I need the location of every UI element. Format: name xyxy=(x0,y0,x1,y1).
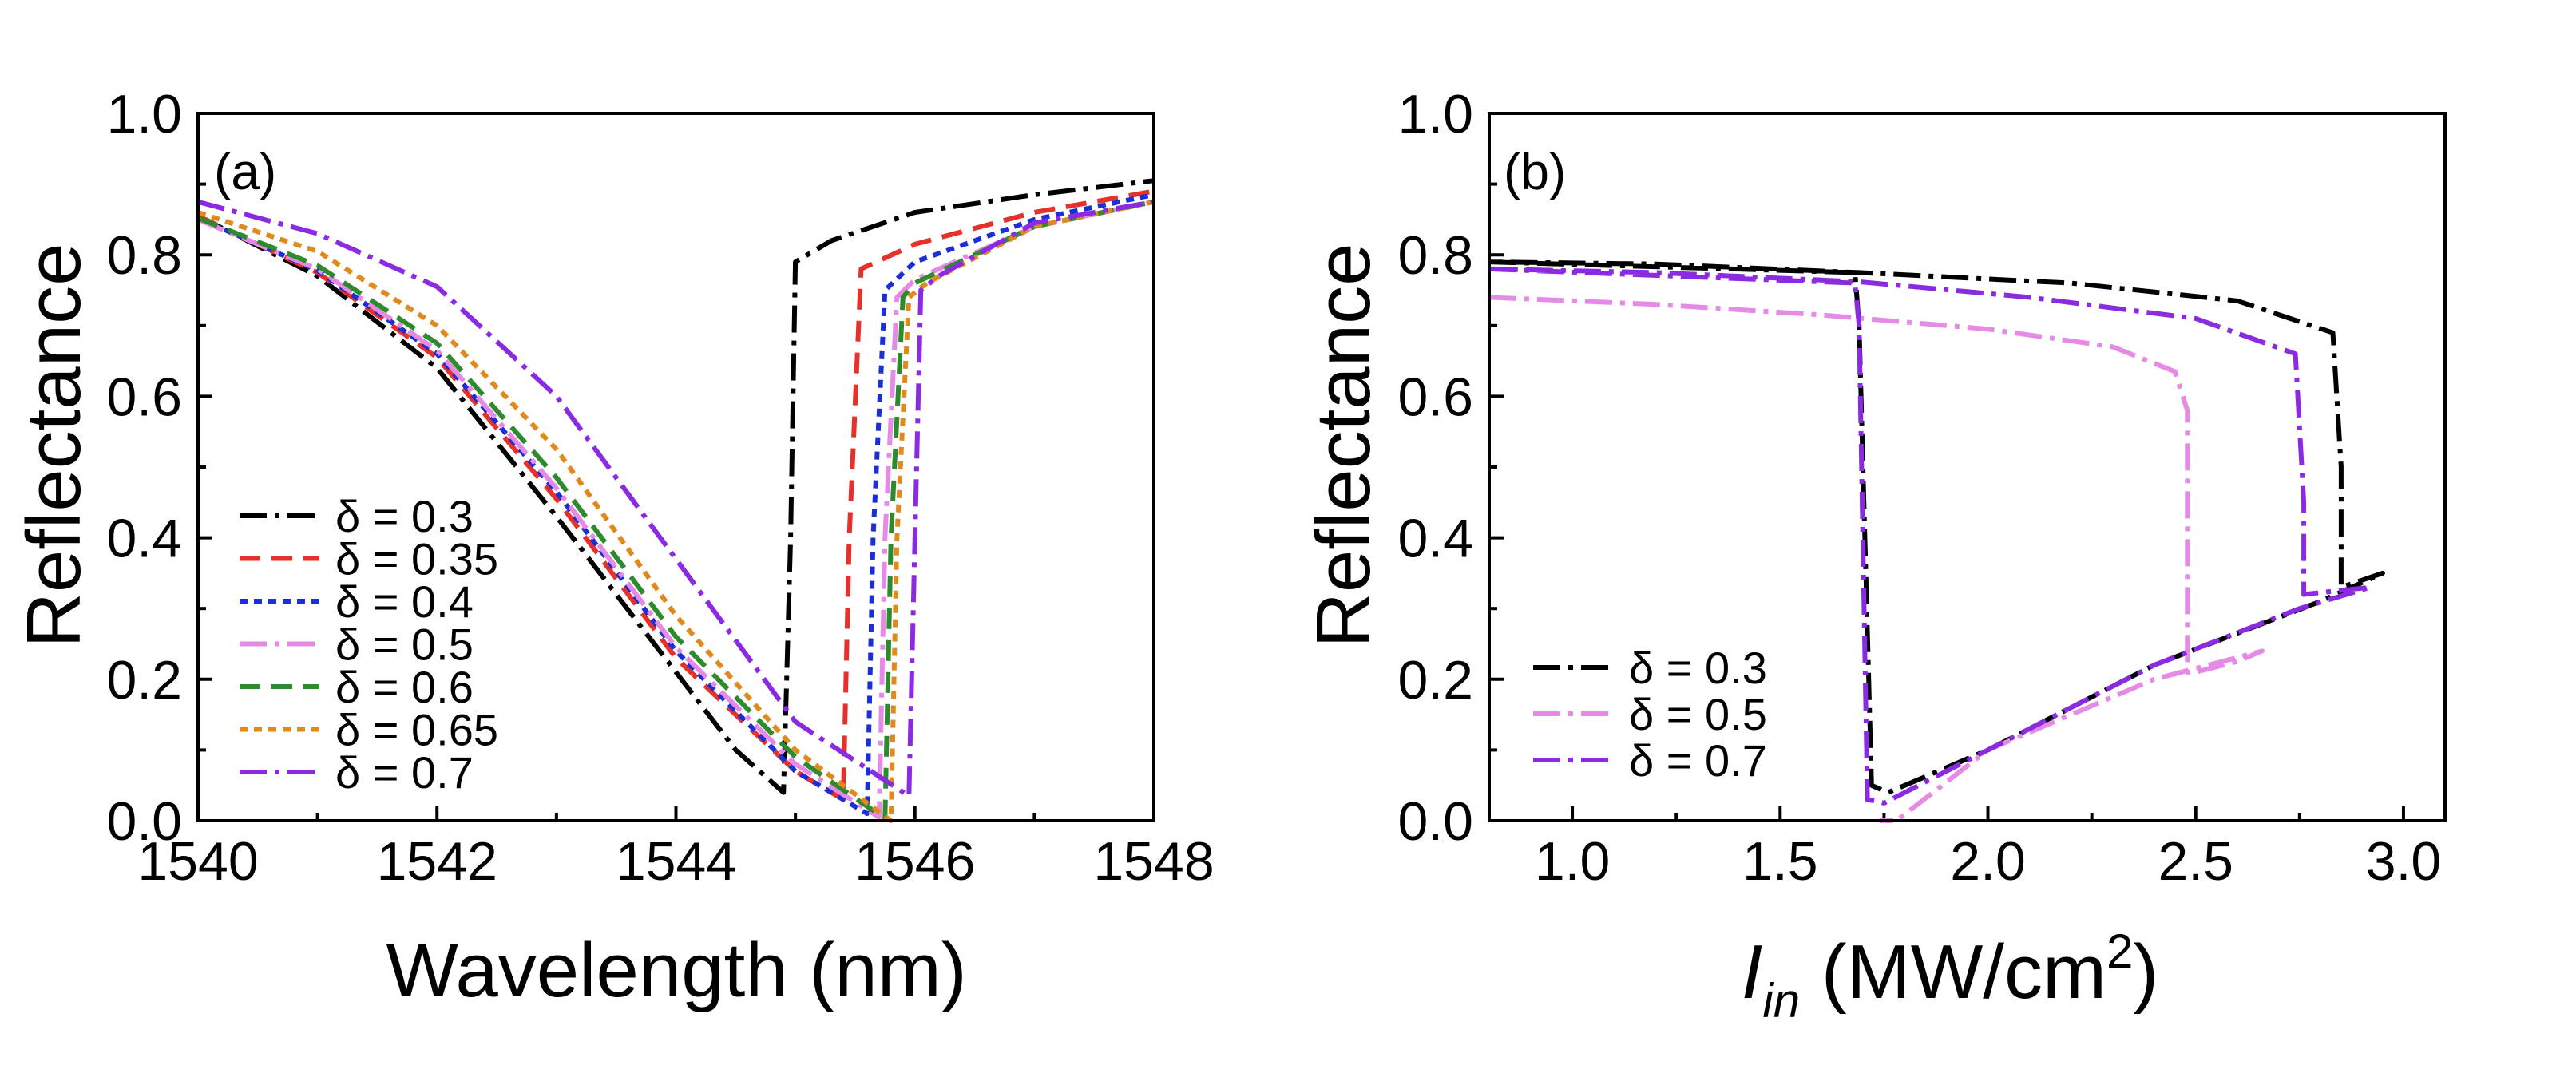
y-tick-label-b: 0.8 xyxy=(1397,225,1473,286)
x-axis-label-b-sub: in xyxy=(1762,974,1800,1028)
legend-label-a-3: δ = 0.5 xyxy=(335,620,474,670)
y-tick-label-a: 1.0 xyxy=(106,84,182,145)
series-line-a-2 xyxy=(196,192,1155,817)
ticks-a: 1540 1542 1544 1546 1548 0.0 0.2 0.4 0.6 0.8 1.0 xyxy=(106,84,1214,892)
x-tick-label-a: 1544 xyxy=(616,831,736,892)
legend-label-b-1: δ = 0.5 xyxy=(1629,689,1767,739)
y-tick-label-a: 0.4 xyxy=(106,509,182,569)
series-group-b xyxy=(1488,259,2385,823)
y-tick-label-a: 0.6 xyxy=(106,366,182,427)
legend-b: δ = 0.3δ = 0.5δ = 0.7 xyxy=(1533,643,1767,786)
series-line-a-6 xyxy=(197,199,1155,798)
y-tick-label-a: 0.0 xyxy=(106,791,182,852)
legend-label-a-4: δ = 0.6 xyxy=(335,662,474,712)
legend-label-b-0: δ = 0.3 xyxy=(1629,643,1767,693)
x-axis-label-b: Iin (MW/cm2) xyxy=(1742,925,2159,1028)
series-line-a-4 xyxy=(196,199,1155,822)
legend-label-a-1: δ = 0.35 xyxy=(335,534,498,584)
series-line-a-5 xyxy=(197,199,1155,823)
ticks-b: 1.0 1.5 2.0 2.5 3.0 0.0 0.2 0.4 0.6 0.8 1.0 xyxy=(1397,84,2441,892)
plot-frame-b xyxy=(1488,112,2447,822)
x-tick-label-b: 3.0 xyxy=(2366,831,2442,892)
legend-label-b-2: δ = 0.7 xyxy=(1629,735,1767,786)
y-tick-label-b: 0.4 xyxy=(1397,509,1473,569)
y-tick-label-a: 0.2 xyxy=(106,650,182,711)
series-line-b-0 xyxy=(1488,259,2385,795)
legend-label-a-0: δ = 0.3 xyxy=(335,491,474,541)
chart-panel-b: Reflectance Iin (MW/cm2) (b) 1.0 1.5 2.0 2.… xyxy=(1301,84,2447,1028)
panel-label-b: (b) xyxy=(1504,143,1566,200)
x-axis-label-b-main: I xyxy=(1742,929,1763,1015)
x-tick-label-b: 2.5 xyxy=(2158,831,2233,892)
x-axis-label-b-end: ) xyxy=(2133,929,2158,1015)
x-tick-label-b: 2.0 xyxy=(1950,831,2026,892)
series-group-a xyxy=(196,178,1155,823)
plot-frame-a xyxy=(196,112,1155,822)
x-tick-label-b: 1.0 xyxy=(1535,831,1611,892)
x-tick-label-a: 1542 xyxy=(377,831,497,892)
legend-label-a-5: δ = 0.65 xyxy=(335,705,498,755)
series-line-a-3 xyxy=(196,199,1155,820)
y-axis-label-b: Reflectance xyxy=(1301,244,1386,648)
x-tick-label-a: 1540 xyxy=(137,831,258,892)
panel-label-a: (a) xyxy=(214,143,276,200)
chart-panel-a: Reflectance Wavelength (nm) (a) 1540 1542… xyxy=(11,84,1215,1013)
x-tick-label-b: 1.5 xyxy=(1742,831,1818,892)
y-tick-label-b: 1.0 xyxy=(1397,84,1473,145)
y-tick-label-a: 0.8 xyxy=(106,225,182,286)
series-line-b-2 xyxy=(1488,266,2373,806)
legend-label-a-2: δ = 0.4 xyxy=(335,576,474,627)
series-line-a-0 xyxy=(196,178,1155,795)
y-axis-label-a: Reflectance xyxy=(11,244,97,648)
x-axis-label-b-rest: (MW/cm xyxy=(1800,929,2106,1015)
x-tick-label-a: 1548 xyxy=(1093,831,1214,892)
x-axis-label-b-sup: 2 xyxy=(2106,925,2133,978)
y-tick-label-b: 0.6 xyxy=(1397,366,1473,427)
x-tick-label-a: 1546 xyxy=(854,831,975,892)
legend-label-a-6: δ = 0.7 xyxy=(335,747,474,798)
y-tick-label-b: 0.2 xyxy=(1397,650,1473,711)
x-axis-label-a: Wavelength (nm) xyxy=(386,928,966,1013)
y-tick-label-b: 0.0 xyxy=(1397,791,1473,852)
series-line-b-1 xyxy=(1488,295,2265,823)
legend-a: δ = 0.3δ = 0.35δ = 0.4δ = 0.5δ = 0.6δ = … xyxy=(240,491,498,798)
